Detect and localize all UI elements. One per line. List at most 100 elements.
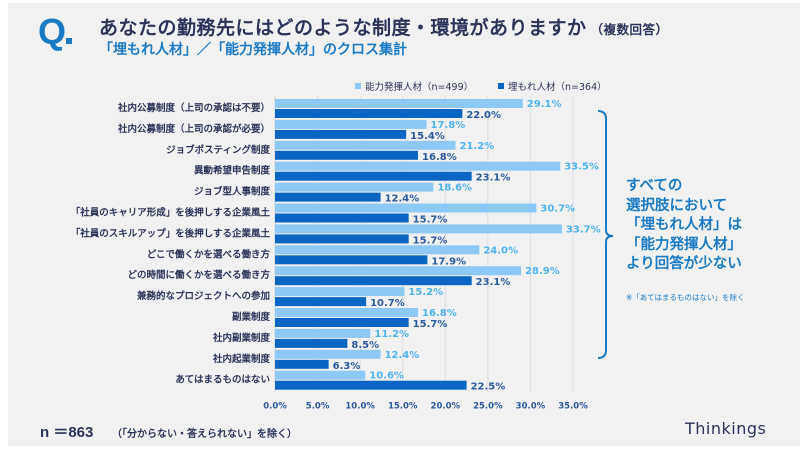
x-tick-label: 0.0%	[263, 402, 287, 412]
title-text: あなたの勤務先にはどのような制度・環境がありますか	[99, 17, 587, 39]
bar-light	[275, 287, 405, 297]
data-label-light: 17.8%	[431, 120, 466, 131]
data-label-light: 16.8%	[422, 308, 457, 319]
category-label: 社内起業制度	[212, 353, 271, 365]
data-label-light: 28.9%	[525, 266, 560, 277]
legend-label-dark: 埋もれ人材（n=364）	[508, 82, 607, 93]
data-label-dark: 8.5%	[351, 340, 379, 351]
x-tick-label: 10.0%	[345, 402, 375, 412]
x-tick-label: 5.0%	[306, 402, 330, 412]
annotation-line: 選択肢において	[626, 197, 728, 214]
legend-swatch-light	[355, 83, 361, 89]
bar-light	[275, 370, 366, 380]
legend-item-light: 能力発揮人材（n=499）	[355, 79, 473, 93]
legend-swatch-dark	[498, 83, 504, 89]
category-label: ジョブポスティング制度	[166, 144, 270, 156]
category-label: ジョブ型人事制度	[194, 186, 271, 198]
data-label-light: 15.2%	[408, 287, 443, 298]
data-label-light: 33.7%	[566, 224, 601, 235]
data-label-dark: 17.9%	[431, 256, 466, 267]
data-label-light: 18.6%	[437, 183, 472, 194]
bar-light	[275, 140, 456, 150]
data-label-dark: 15.7%	[413, 215, 448, 226]
annotation-line: 「埋もれ人材」は	[626, 217, 742, 233]
curly-brace-icon	[597, 110, 614, 359]
data-label-dark: 22.0%	[466, 110, 501, 121]
bar-light	[275, 203, 537, 213]
data-label-dark: 16.8%	[422, 152, 457, 163]
bar-dark	[275, 359, 329, 369]
bar-dark	[275, 318, 409, 327]
category-label: 兼務的なプロジェクトへの参加	[136, 290, 270, 302]
data-label-light: 12.4%	[385, 350, 420, 361]
bar-light	[275, 161, 561, 171]
data-label-dark: 6.3%	[333, 361, 361, 372]
data-label-dark: 10.7%	[370, 298, 405, 309]
category-label: あてはまるものはない	[175, 374, 270, 386]
data-label-light: 30.7%	[540, 204, 575, 215]
data-label-dark: 15.4%	[410, 131, 445, 142]
page-subtitle: 「埋もれ人材」／「能力発揮人材」のクロス集計	[99, 42, 407, 58]
category-label: 社内公募制度（上司の承認が必要）	[117, 123, 270, 135]
annotation-note: ※「あてはまるものはない」を除く	[626, 293, 745, 302]
page-title: あなたの勤務先にはどのような制度・環境がありますか （複数回答）	[99, 13, 669, 40]
bar-dark	[275, 338, 348, 348]
x-tick-label: 35.0%	[558, 402, 588, 412]
data-label-dark: 15.7%	[413, 319, 448, 330]
annotation-line: すべての	[626, 178, 683, 194]
data-label-light: 21.2%	[460, 141, 495, 152]
bar-dark	[275, 255, 428, 265]
x-tick-label: 25.0%	[473, 402, 503, 412]
bar-light	[275, 349, 381, 359]
annotation-line: 「能力発揮人材」	[626, 236, 742, 253]
x-tick-label: 30.0%	[516, 402, 546, 412]
bar-light	[275, 266, 522, 276]
question-mark: Q	[38, 11, 66, 52]
bar-dark	[275, 213, 409, 223]
data-label-dark: 15.7%	[413, 235, 448, 246]
bar-dark	[275, 192, 381, 202]
bar-dark	[275, 150, 419, 160]
data-label-light: 33.5%	[564, 162, 599, 173]
data-label-dark: 22.5%	[471, 382, 506, 393]
data-label-light: 11.2%	[374, 329, 409, 340]
legend-item-dark: 埋もれ人材（n=364）	[498, 79, 607, 93]
bar-light	[275, 119, 427, 129]
sample-size: n ＝863	[40, 424, 94, 441]
data-label-light: 29.1%	[527, 99, 562, 110]
bar-light	[275, 328, 371, 338]
bar-light	[275, 182, 434, 192]
sample-size-note: （「分からない・答えられない」を除く）	[112, 429, 297, 440]
bar-dark	[275, 109, 463, 118]
bar-light	[275, 99, 523, 108]
annotation-line: より回答が少ない	[626, 256, 742, 272]
data-label-dark: 23.1%	[476, 277, 511, 288]
bar-light	[275, 308, 419, 317]
data-label-dark: 23.1%	[476, 173, 511, 184]
question-dot-icon	[66, 38, 72, 44]
bar-light	[275, 245, 480, 255]
category-label: どこで働くかを選べる働き方	[147, 248, 271, 260]
category-label: 副業制度	[232, 311, 271, 323]
bar-dark	[275, 380, 467, 390]
category-label: 社内公募制度（上司の承認は不要）	[117, 102, 270, 114]
x-tick-label: 15.0%	[388, 402, 418, 412]
category-label: どの時間に働くかを選べる働き方	[127, 269, 270, 281]
legend-label-light: 能力発揮人材（n=499）	[365, 82, 474, 93]
data-label-light: 24.0%	[483, 245, 518, 256]
title-note: （複数回答）	[590, 22, 669, 37]
brand-logo: Thinkings	[685, 419, 767, 438]
bar-dark	[275, 234, 409, 244]
category-label: 「社員のキャリア形成」を後押しする企業風土	[71, 207, 271, 219]
category-label: 異動希望申告制度	[194, 165, 271, 177]
bar-dark	[275, 276, 472, 286]
category-label: 「社員のスキルアップ」を後押しする企業風土	[71, 227, 271, 239]
category-label: 社内副業制度	[212, 332, 271, 344]
bar-dark	[275, 171, 472, 181]
bar-dark	[275, 297, 367, 307]
bar-light	[275, 224, 562, 234]
x-tick-label: 20.0%	[431, 402, 461, 412]
annotation-text: すべての 選択肢において 「埋もれ人材」は 「能力発揮人材」 より回答が少ない	[626, 177, 742, 275]
bar-dark	[275, 129, 407, 139]
